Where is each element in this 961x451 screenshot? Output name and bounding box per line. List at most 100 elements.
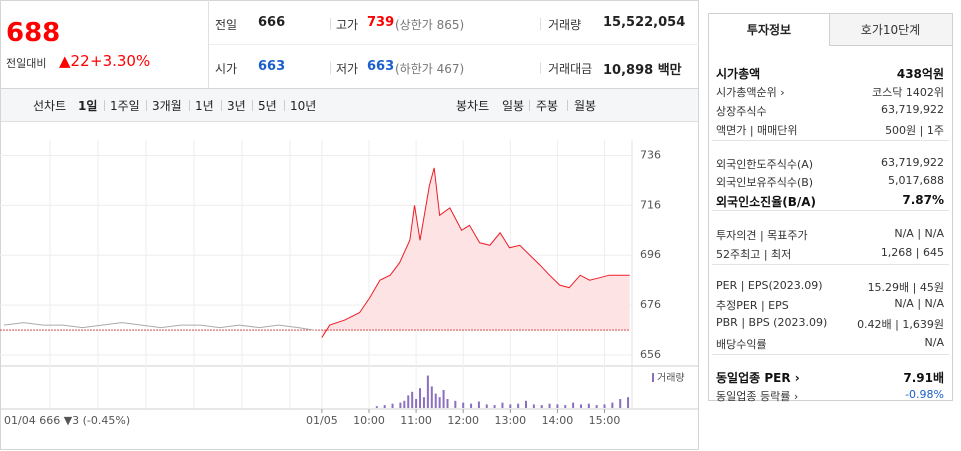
volume-legend: 거래량	[657, 372, 685, 384]
info-value: 663	[258, 59, 286, 74]
candle-tab[interactable]: 주봉	[536, 99, 559, 113]
info-row: 외국인보유주식수(B) 5,017,688	[716, 174, 944, 190]
volume-bar	[399, 402, 402, 408]
volume-bar	[403, 400, 406, 408]
tab-sep	[567, 100, 568, 111]
info-row-value: N/A	[924, 336, 944, 349]
volume-bar	[375, 406, 378, 408]
info-row-value: 15.29배 | 45원	[867, 281, 944, 294]
volume-bar	[426, 375, 429, 408]
volume-bar	[579, 404, 582, 408]
volume-bar	[442, 390, 445, 408]
volume-bar	[438, 397, 441, 408]
divider	[208, 0, 209, 88]
chart-panel	[0, 0, 699, 450]
info-row-label: 외국인한도주식수(A)	[716, 158, 814, 171]
volume-bar	[434, 393, 437, 408]
volume-bar	[603, 404, 606, 408]
info-row: 배당수익률 N/A	[716, 336, 944, 352]
volume-bar	[611, 402, 614, 408]
info-row-label: 배당수익률	[716, 338, 767, 351]
info-row-label: PBR | BPS (2023.09)	[716, 316, 828, 329]
volume-bar	[422, 397, 425, 408]
period-tab[interactable]: 1주일	[110, 99, 140, 113]
info-label: 시가	[215, 62, 238, 76]
info-label: 거래량	[548, 18, 582, 32]
info-value: 663	[367, 59, 395, 74]
divider	[209, 44, 699, 45]
info-row-label: 동일업종 등락률 ›	[716, 390, 799, 403]
info-row-value: 63,719,922	[881, 156, 944, 169]
info-row-label: 투자의견 | 목표주가	[716, 229, 808, 242]
info-label: 거래대금	[548, 62, 593, 76]
info-note: (하한가 467)	[395, 62, 465, 76]
info-row-label: 시가총액	[716, 67, 761, 81]
info-row-value: 코스닥 1402위	[872, 86, 944, 99]
info-row-value: 63,719,922	[881, 103, 944, 116]
volume-bar	[587, 403, 590, 408]
candle-tab[interactable]: 일봉	[502, 99, 525, 113]
y-tick-label: 676	[640, 298, 661, 311]
period-tab[interactable]: 10년	[290, 99, 317, 113]
x-tick-label: 13:00	[494, 414, 526, 427]
volume-bar	[477, 401, 480, 408]
current-price: 688	[6, 18, 61, 48]
price-line	[3, 322, 315, 331]
info-row-value: 500원 | 1주	[885, 124, 944, 137]
info-value: 10,898 백만	[603, 63, 682, 78]
volume-bar	[525, 400, 528, 408]
volume-bar	[470, 403, 473, 408]
info-value: 666	[258, 15, 286, 30]
tab-sep	[284, 100, 285, 111]
candle-tab[interactable]: 월봉	[574, 99, 597, 113]
info-value: 739	[367, 15, 395, 30]
info-row: 상장주식수 63,719,922	[716, 103, 944, 119]
change: ▲22	[59, 52, 90, 70]
divider	[540, 18, 541, 30]
volume-bar	[383, 405, 386, 408]
tab-group-label: 선차트	[33, 99, 67, 113]
period-tab[interactable]: 1일	[78, 99, 98, 113]
info-row-value: -0.98%	[905, 388, 944, 401]
info-label: 고가	[336, 18, 359, 32]
section-divider	[712, 264, 949, 265]
info-row-label: PER | EPS(2023.09)	[716, 279, 823, 292]
info-row-label: 추정PER | EPS	[716, 299, 789, 312]
volume-legend-swatch	[652, 373, 654, 382]
info-row-value: N/A | N/A	[894, 227, 944, 240]
info-row: 시가총액 438억원	[716, 65, 944, 82]
period-tab[interactable]: 3개월	[152, 99, 182, 113]
info-value: 15,522,054	[603, 15, 686, 30]
tab-sep	[189, 100, 190, 111]
info-label: 저가	[336, 62, 359, 76]
volume-bar	[564, 405, 567, 408]
period-tab[interactable]: 1년	[195, 99, 214, 113]
period-tab[interactable]: 5년	[258, 99, 277, 113]
info-row: PBR | BPS (2023.09) 0.42배 | 1,639원	[716, 316, 944, 332]
x-tick-label: 14:00	[542, 414, 574, 427]
x-tick-label: 10:00	[353, 414, 385, 427]
info-row: 시가총액순위 › 코스닥 1402위	[716, 84, 944, 100]
volume-bar	[391, 403, 394, 408]
volume-bar	[540, 405, 543, 408]
y-tick-label: 736	[640, 148, 661, 161]
tab-sep	[221, 100, 222, 111]
change-rate: +3.30%	[90, 52, 151, 70]
volume-bar	[627, 397, 630, 408]
volume-bar	[517, 403, 520, 408]
volume-bar	[415, 399, 418, 408]
divider	[330, 62, 331, 74]
x-tick-label: 15:00	[589, 414, 621, 427]
divider	[330, 18, 331, 30]
period-tab[interactable]: 3년	[227, 99, 246, 113]
info-row: 투자의견 | 목표주가 N/A | N/A	[716, 227, 944, 243]
volume-bar	[509, 404, 512, 408]
info-row-value: 1,268 | 645	[880, 246, 944, 259]
volume-bar	[595, 405, 598, 408]
orderbook-tab[interactable]: 호가10단계	[860, 23, 921, 37]
info-row-value: N/A | N/A	[894, 297, 944, 310]
section-divider	[712, 140, 949, 141]
info-tab[interactable]: 투자정보	[746, 23, 792, 37]
volume-bar	[407, 395, 410, 408]
